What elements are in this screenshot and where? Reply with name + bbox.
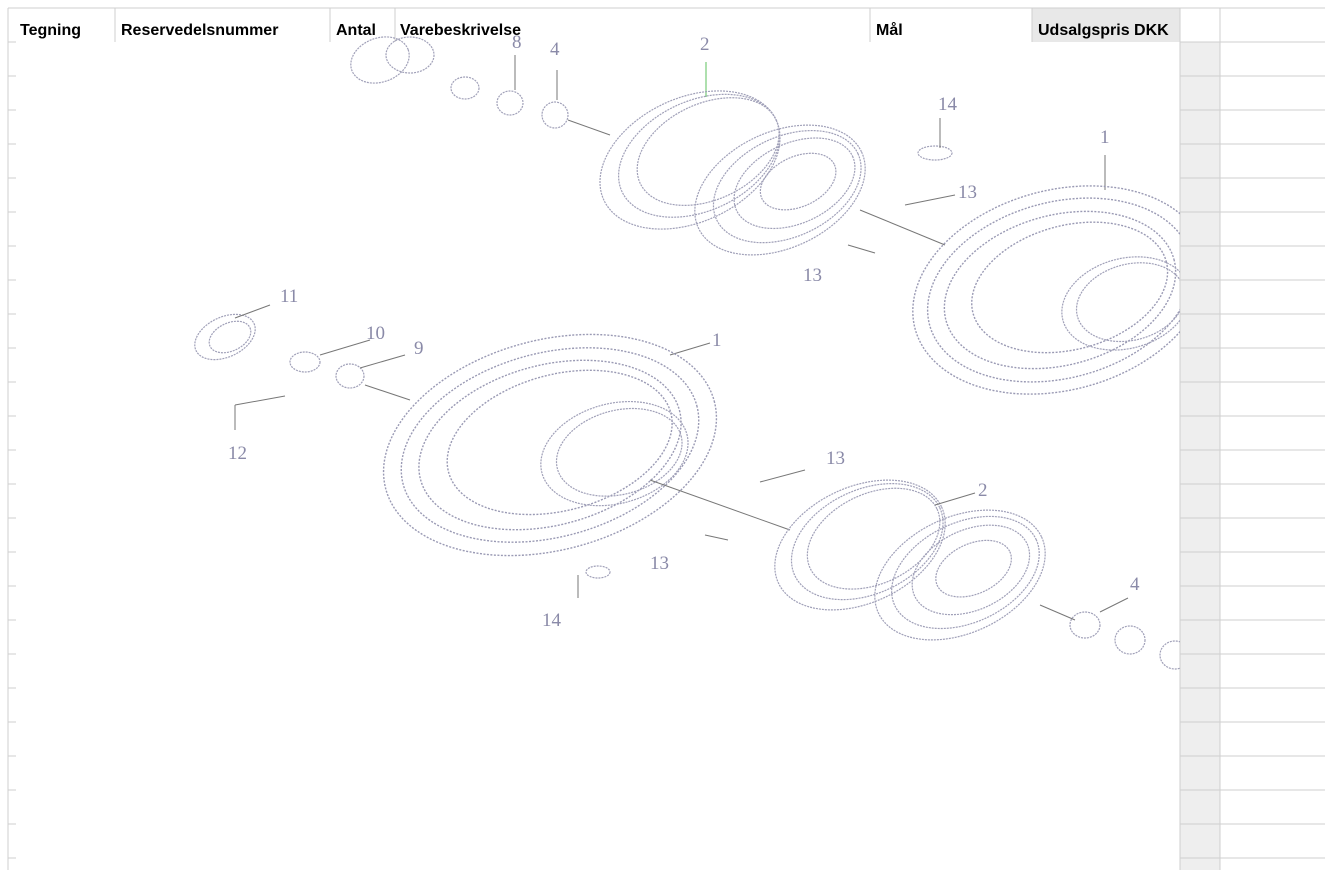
- column-header: Udsalgspris DKK: [1038, 22, 1169, 39]
- column-header: Tegning: [20, 22, 81, 39]
- callout: 4: [1130, 574, 1140, 595]
- header-row: Tegning Reservedelsnummer Antal Varebesk…: [20, 21, 1169, 39]
- lower-parts: [194, 304, 1180, 670]
- callout: 2: [978, 480, 988, 501]
- grid: [7, 7, 1325, 870]
- column-header: Reservedelsnummer: [121, 22, 278, 39]
- callout: 10: [366, 323, 385, 344]
- callout: 1: [712, 330, 722, 351]
- callout: 2: [700, 34, 710, 55]
- column-header: Mål: [876, 21, 903, 39]
- callout: 12: [228, 443, 247, 464]
- callout: 13: [826, 448, 845, 469]
- gray-column: [1180, 42, 1220, 870]
- upper-parts: [350, 36, 1180, 395]
- callout: 4: [550, 39, 560, 60]
- exploded-drawing: 8 4 2 14 1 13 13 11 10 9 1 12 13 2 13 14…: [194, 32, 1180, 670]
- callout: 8: [512, 32, 522, 53]
- callout: 14: [542, 610, 562, 631]
- callout: 1: [1100, 127, 1110, 148]
- header-cell-bg: [1032, 8, 1180, 42]
- callout: 9: [414, 338, 424, 359]
- callout: 13: [958, 182, 977, 203]
- column-header: Antal: [336, 22, 376, 39]
- column-header: Varebeskrivelse: [400, 22, 521, 39]
- callouts: 8 4 2 14 1 13 13 11 10 9 1 12 13 2 13 14…: [228, 32, 1140, 631]
- callout: 11: [280, 286, 298, 307]
- callout: 14: [938, 94, 958, 115]
- callout: 13: [803, 265, 822, 286]
- callout: 13: [650, 553, 669, 574]
